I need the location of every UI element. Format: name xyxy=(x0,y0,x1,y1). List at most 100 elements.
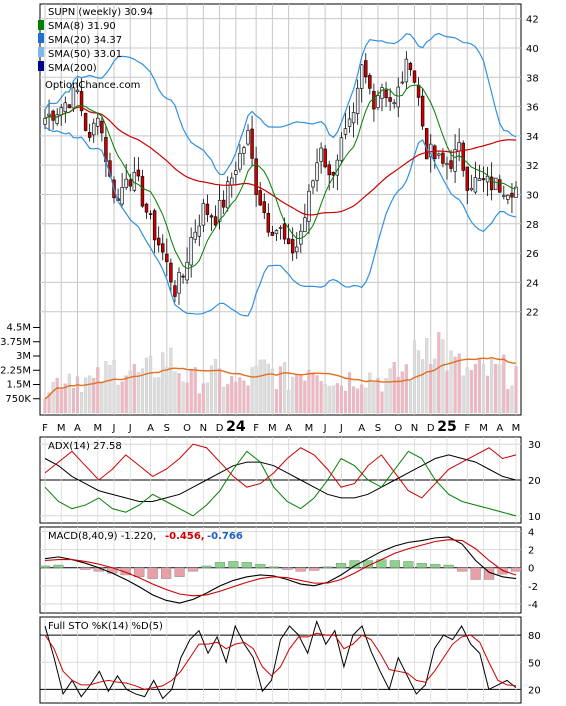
bollinger-lower xyxy=(44,126,517,317)
candle-body xyxy=(79,91,84,112)
candle-body xyxy=(506,194,510,200)
x-tick-label: J xyxy=(339,423,343,434)
macd-title-group: MACD(8,40,9) -1.220, -0.456, -0.766 xyxy=(48,531,243,542)
macd-value-signal: -0.456, xyxy=(165,531,205,542)
volume-bar xyxy=(481,364,486,414)
candle-body xyxy=(392,102,396,105)
volume-bars xyxy=(43,332,518,414)
x-tick-label: S xyxy=(164,423,170,434)
macd-histogram-bar xyxy=(322,566,333,568)
candle-body xyxy=(209,215,214,218)
candle-body xyxy=(404,58,409,83)
volume-bar xyxy=(226,384,230,414)
x-tick-label: F xyxy=(253,423,259,434)
candle-body xyxy=(124,178,128,188)
x-tick-label: A xyxy=(147,423,154,434)
adx-title: ADX(14) 27.58 xyxy=(48,441,122,452)
candle-body xyxy=(225,181,230,209)
sub-y-tick-label: 20 xyxy=(528,476,541,487)
volume-bar xyxy=(96,367,100,414)
candle-body xyxy=(230,177,234,186)
x-tick-label: A xyxy=(74,423,81,434)
candle-body xyxy=(246,130,250,145)
candle-body xyxy=(498,179,502,193)
volume-bar xyxy=(400,371,404,414)
candle-body xyxy=(161,243,165,253)
candle-body xyxy=(502,195,506,197)
macd-histogram-bar xyxy=(389,560,400,568)
sub-y-tick-label: 50 xyxy=(528,658,541,669)
volume-bar xyxy=(490,358,494,414)
volume-bar xyxy=(177,373,181,414)
candle-body xyxy=(266,213,271,233)
sub-y-tick-label: 10 xyxy=(528,512,541,523)
volume-bar xyxy=(445,370,449,414)
volume-bar xyxy=(331,385,335,414)
volume-bar xyxy=(278,366,283,414)
x-tick-label: 25 xyxy=(437,419,456,435)
macd-histogram-bar xyxy=(255,563,266,568)
legend-sma200: SMA(200) xyxy=(48,63,97,74)
volume-bar xyxy=(108,365,112,414)
candle-body xyxy=(234,170,238,175)
macd-histogram-bar xyxy=(349,560,360,568)
candle-body xyxy=(424,128,429,160)
y-tick-label: 34 xyxy=(526,132,539,143)
x-tick-label: M xyxy=(93,423,102,434)
volume-bar xyxy=(266,363,270,414)
x-tick-label: D xyxy=(427,423,435,434)
volume-bar xyxy=(437,332,441,414)
x-tick-label: M xyxy=(479,423,488,434)
candle-body xyxy=(59,107,63,116)
volume-bar xyxy=(132,364,136,414)
candle-body xyxy=(319,147,323,162)
volume-bar xyxy=(339,385,343,414)
volume-bar xyxy=(319,381,323,414)
y-tick-label: 24 xyxy=(526,278,539,289)
macd-signal-line xyxy=(44,539,517,597)
volume-bar xyxy=(148,355,153,414)
volume-bar xyxy=(441,339,445,414)
price-candles xyxy=(43,51,518,306)
legend-sma20: SMA(20) 34.37 xyxy=(48,35,122,46)
adx-line xyxy=(44,454,517,502)
candle-body xyxy=(449,160,453,169)
macd-histogram-bar xyxy=(187,567,199,572)
macd-histogram-bar xyxy=(228,561,239,568)
y-tick-label: 26 xyxy=(526,249,539,260)
candle-body xyxy=(295,246,299,253)
volume-bar xyxy=(116,384,120,414)
macd-histogram-bar xyxy=(430,563,441,568)
candle-body xyxy=(303,217,307,233)
volume-bar xyxy=(498,364,502,414)
candle-body xyxy=(205,203,210,215)
candle-body xyxy=(380,87,384,99)
volume-bar xyxy=(222,386,226,414)
sma8-line xyxy=(44,84,517,270)
volume-bar xyxy=(246,385,250,414)
volume-bar xyxy=(360,384,364,414)
volume-bar xyxy=(335,383,339,414)
candle-body xyxy=(165,253,169,263)
volume-bar xyxy=(408,380,413,414)
volume-bar xyxy=(173,371,177,414)
candle-body xyxy=(286,238,291,245)
sub-y-tick-label: 4 xyxy=(528,528,534,539)
volume-bar xyxy=(165,366,169,414)
volume-bar xyxy=(258,359,262,414)
volume-bar xyxy=(425,338,429,414)
candle-body xyxy=(514,186,518,198)
volume-tick-label: 2.25M xyxy=(0,365,31,376)
candle-body xyxy=(238,152,242,170)
volume-bar xyxy=(457,353,461,414)
sub-y-tick-label: 80 xyxy=(528,631,541,642)
y-tick-label: 28 xyxy=(526,220,539,231)
candle-body xyxy=(173,285,177,297)
candle-body xyxy=(315,162,319,181)
candle-body xyxy=(128,179,132,187)
candle-body xyxy=(384,89,388,99)
macd-value-hist: -0.766 xyxy=(207,531,243,542)
candle-body xyxy=(47,113,51,116)
candle-body xyxy=(213,216,218,226)
volume-bar xyxy=(67,373,71,414)
